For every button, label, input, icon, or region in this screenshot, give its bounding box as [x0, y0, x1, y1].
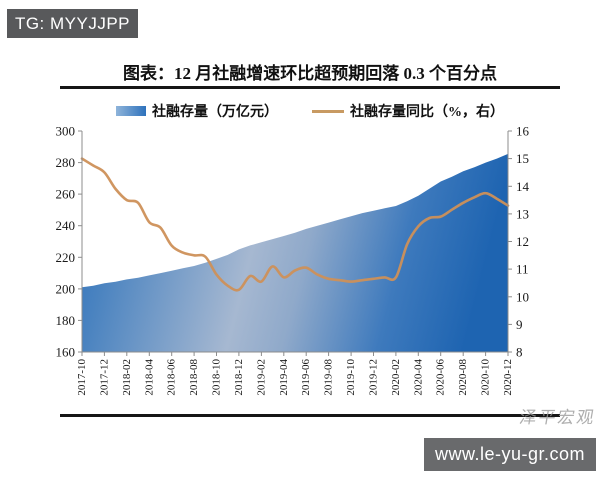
x-axis-tick-label: 2019-08: [323, 359, 335, 396]
right-axis-tick-label: 9: [516, 317, 523, 332]
sf-stock-area: [82, 153, 508, 352]
legend-label-yoy: 社融存量同比（%，右）: [350, 105, 504, 120]
combo-chart: 160 180 200 220 240 260 280 300 8 9 10 11 12 13 14 15 16…: [56, 124, 530, 396]
x-axis-tick-label: 2018-08: [188, 359, 200, 396]
right-axis-tick-label: 8: [516, 345, 523, 360]
right-axis-tick-label: 14: [516, 179, 530, 194]
x-axis-tick-label: 2017-10: [76, 359, 88, 396]
x-axis-tick-label: 2019-12: [368, 359, 380, 396]
left-axis-tick-label: 240: [56, 218, 76, 233]
left-axis-tick-label: 180: [56, 313, 76, 328]
x-axis-tick-label: 2020-06: [435, 359, 447, 396]
x-axis-tick-label: 2020-04: [412, 359, 424, 396]
x-axis-tick-label: 2020-08: [457, 359, 469, 396]
right-axis-tick-label: 16: [516, 124, 530, 139]
x-axis-tick-label: 2019-04: [278, 359, 290, 396]
left-axis-tick-label: 160: [56, 345, 76, 360]
tg-badge: TG: MYYJJPP: [7, 9, 138, 38]
chart-title: 图表：12 月社融增速环比超预期回落 0.3 个百分点: [123, 64, 497, 83]
watermark: 泽平宏观: [517, 408, 598, 427]
x-axis-tick-label: 2018-10: [211, 359, 223, 396]
x-axis-tick-label: 2020-10: [480, 359, 492, 396]
sf-yoy-line: [80, 157, 510, 292]
left-axis-tick-label: 200: [56, 281, 76, 296]
x-axis-tick-label: 2017-12: [98, 359, 110, 396]
area-swatch-icon: [116, 106, 146, 116]
x-axis-tick-label: 2018-04: [143, 359, 155, 396]
left-axis-tick-label: 280: [56, 155, 76, 170]
x-axis-tick-label: 2020-02: [390, 359, 402, 396]
x-axis-tick-label: 2018-12: [233, 359, 245, 396]
x-axis-tick-label: 2020-12: [502, 359, 514, 396]
right-axis-tick-label: 15: [516, 151, 529, 166]
left-axis-tick-label: 260: [56, 187, 76, 202]
x-axis-tick-label: 2018-02: [121, 359, 133, 396]
x-axis-tick-label: 2019-06: [300, 359, 312, 396]
x-axis-tick-label: 2018-06: [166, 359, 178, 396]
website-link[interactable]: www.le-yu-gr.com: [424, 438, 596, 471]
chart-legend: 社融存量（万亿元） 社融存量同比（%，右）: [60, 101, 560, 121]
right-axis-tick-label: 13: [516, 206, 529, 221]
bottom-rule: [60, 414, 560, 417]
right-axis-tick-label: 11: [516, 262, 529, 277]
title-rule: [60, 86, 560, 89]
left-axis-tick-label: 220: [56, 250, 76, 265]
left-axis-tick-label: 300: [56, 124, 76, 139]
x-axis-tick-label: 2019-10: [345, 359, 357, 396]
right-axis-tick-label: 10: [516, 289, 529, 304]
x-axis-tick-label: 2019-02: [255, 359, 267, 396]
legend-item-yoy: 社融存量同比（%，右）: [312, 101, 504, 121]
legend-item-stock: 社融存量（万亿元）: [116, 101, 278, 121]
right-axis-tick-label: 12: [516, 234, 529, 249]
legend-label-stock: 社融存量（万亿元）: [152, 105, 278, 120]
line-swatch-icon: [312, 109, 344, 113]
